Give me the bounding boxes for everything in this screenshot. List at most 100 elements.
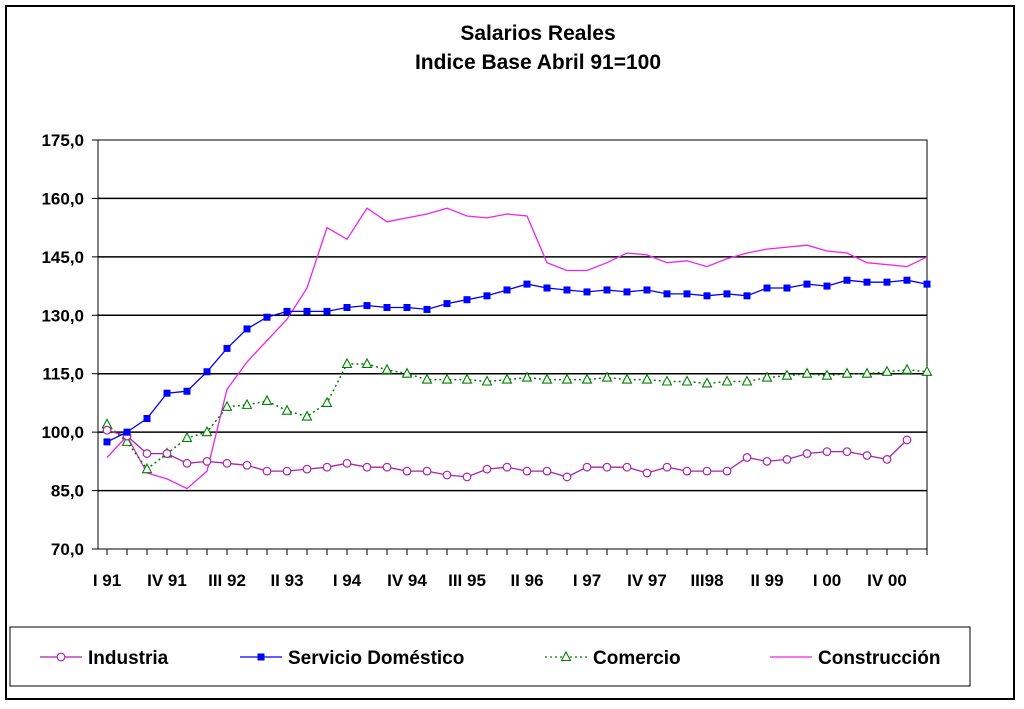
data-point: [342, 458, 352, 468]
legend-marker: [56, 652, 66, 662]
data-point: [621, 373, 633, 384]
data-point: [701, 377, 713, 388]
data-point: [141, 462, 153, 474]
data-point: [783, 284, 791, 292]
series-line-construccion: [106, 207, 928, 490]
x-tick-label: II 99: [750, 571, 783, 590]
data-point: [541, 373, 553, 384]
data-point: [143, 415, 151, 423]
data-point: [503, 286, 511, 294]
data-point: [522, 466, 532, 476]
data-point: [403, 303, 411, 311]
data-point: [421, 373, 433, 384]
legend-label: Industria: [88, 648, 169, 669]
legend-marker: [257, 653, 265, 661]
data-point: [303, 307, 311, 315]
data-point: [782, 455, 792, 464]
data-point: [582, 462, 592, 472]
data-point: [121, 435, 133, 446]
data-point: [223, 344, 231, 352]
data-point: [901, 363, 913, 374]
data-point: [822, 447, 832, 457]
data-point: [221, 400, 233, 411]
data-point: [861, 367, 873, 378]
chart-subtitle: Indice Base Abril 91=100: [415, 51, 661, 74]
data-point: [681, 375, 693, 386]
data-point: [781, 369, 793, 380]
data-point: [741, 375, 753, 386]
x-tick-label: I 91: [93, 571, 121, 590]
x-tick-label: III 95: [448, 571, 486, 590]
data-point: [363, 302, 371, 310]
data-point: [301, 410, 313, 421]
y-tick-label: 175,0: [41, 131, 84, 150]
data-point: [482, 464, 492, 474]
y-tick-label: 160,0: [41, 189, 84, 208]
data-point: [902, 435, 912, 445]
data-point: [463, 296, 471, 304]
chart-frame: [5, 5, 1015, 700]
data-point: [863, 278, 871, 286]
data-point: [622, 462, 632, 472]
data-point: [663, 290, 671, 298]
data-point: [321, 396, 333, 407]
data-point: [661, 375, 673, 386]
data-point: [441, 373, 453, 384]
data-point: [302, 464, 312, 474]
data-point: [362, 462, 372, 472]
data-point: [182, 458, 192, 468]
data-point: [462, 472, 472, 482]
data-point: [581, 373, 593, 384]
data-point: [702, 466, 712, 476]
y-tick-label: 130,0: [41, 306, 84, 325]
data-point: [263, 313, 271, 321]
y-tick-label: 145,0: [41, 248, 84, 267]
data-point: [242, 460, 252, 470]
data-point: [881, 365, 893, 376]
data-point: [281, 404, 293, 415]
data-point: [722, 466, 732, 476]
data-point: [662, 462, 672, 472]
data-point: [422, 466, 432, 476]
data-point: [623, 288, 631, 296]
data-point: [402, 466, 412, 476]
data-point: [903, 276, 911, 284]
data-point: [423, 305, 431, 313]
data-point: [723, 290, 731, 298]
series-line-servicio-domestico: [106, 279, 928, 443]
data-point: [841, 367, 853, 378]
data-point: [763, 284, 771, 292]
legend-entries: Industria Servicio Doméstico Comercio Const…: [40, 648, 940, 669]
data-point: [602, 462, 612, 472]
data-point: [642, 468, 652, 478]
y-tick-label: 115,0: [42, 365, 84, 384]
x-tick-label: IV 97: [627, 571, 667, 590]
data-point: [102, 425, 112, 435]
data-point: [583, 288, 591, 296]
x-tick-label: IV 94: [387, 571, 427, 590]
data-point: [461, 373, 473, 384]
legend-label: Construcción: [818, 648, 940, 669]
legend-label: Comercio: [593, 648, 681, 669]
data-point: [341, 357, 353, 369]
data-point: [521, 371, 533, 382]
data-point: [601, 371, 613, 382]
data-point: [802, 449, 812, 458]
axes: 70,0 85,0 100,0 115,0 130,0 145,0 160,0 175,0 I …: [41, 131, 928, 590]
y-tick-label: 100,0: [41, 423, 84, 442]
data-point: [202, 456, 212, 466]
data-point: [743, 292, 751, 300]
data-point: [501, 373, 513, 384]
data-point: [322, 462, 332, 472]
x-tick-label: I 94: [333, 571, 362, 590]
x-tick-label: III98: [690, 571, 723, 590]
data-point: [862, 451, 872, 460]
x-tick-label: II 96: [510, 571, 543, 590]
data-point: [222, 458, 232, 468]
data-point: [821, 369, 833, 380]
data-point: [643, 286, 651, 294]
data-point: [502, 462, 512, 472]
data-point: [241, 398, 253, 409]
data-point: [882, 455, 892, 464]
